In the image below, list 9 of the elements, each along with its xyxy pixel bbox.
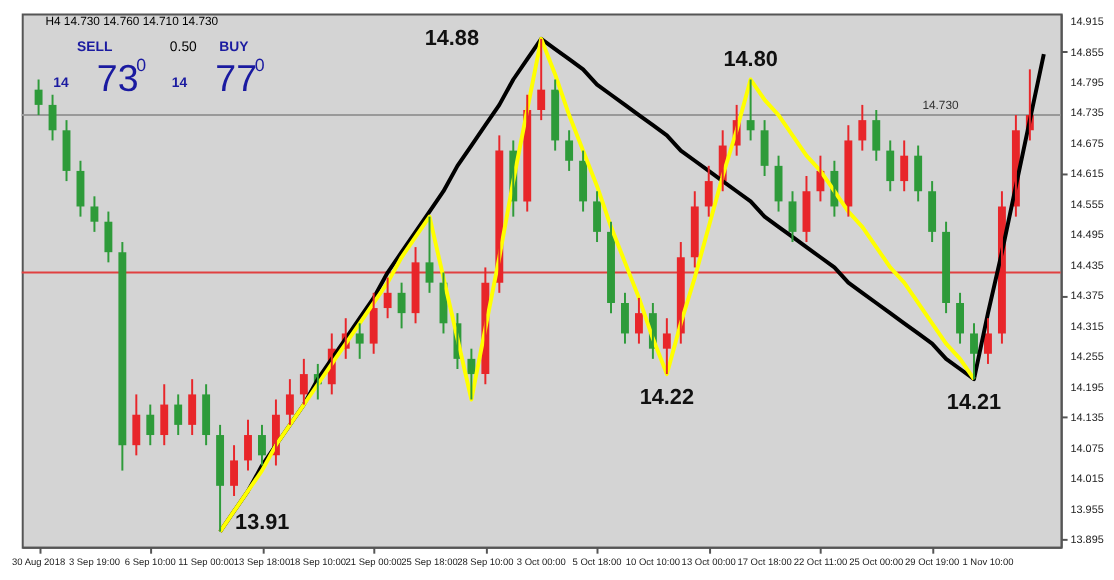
annotation: 77 [215, 56, 258, 99]
annotation: 14.22 [639, 385, 695, 410]
annotation: 14.88 [424, 27, 480, 52]
annotation: 14.80 [723, 47, 778, 72]
annotation: 73 [96, 56, 139, 99]
annotation: 14.21 [946, 390, 1002, 415]
annotation: 13.91 [235, 511, 290, 535]
annotation: 0 [136, 54, 147, 75]
annotation: 0 [254, 54, 265, 75]
